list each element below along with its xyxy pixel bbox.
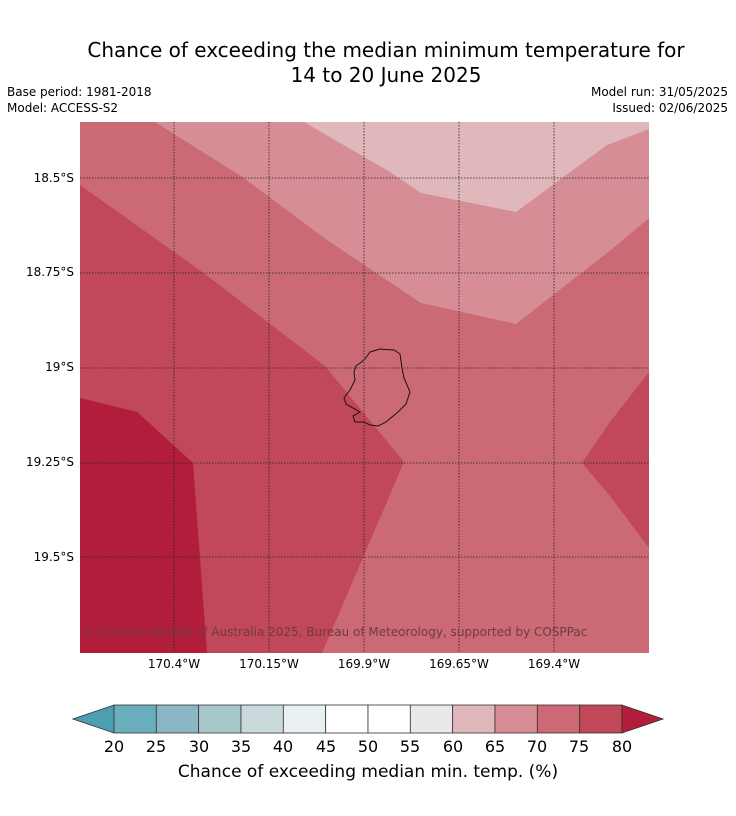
zone-75-80-east [582, 372, 649, 548]
lon-label: 169.9°W [337, 657, 391, 671]
lon-label: 169.65°W [429, 657, 489, 671]
colorbar-segment [367, 704, 411, 734]
colorbar-over-arrow [621, 704, 664, 734]
colorbar-segment [155, 704, 200, 734]
colorbar-segment [452, 704, 496, 734]
colorbar-tick-label: 30 [188, 737, 210, 756]
issued-date: Issued: 02/06/2025 [612, 101, 728, 115]
coastline [343, 348, 411, 427]
graticule [80, 122, 649, 653]
chart-title: Chance of exceeding the median minimum t… [0, 38, 736, 88]
metadata-left: Base period: 1981-2018 Model: ACCESS-S2 [7, 84, 152, 116]
colorbar-segment [325, 704, 369, 734]
lon-label: 170.15°W [239, 657, 299, 671]
colorbar-tick-label: 75 [568, 737, 590, 756]
model-name: Model: ACCESS-S2 [7, 101, 119, 115]
colorbar-segment [536, 704, 581, 734]
zone-80-plus-southwest [80, 398, 207, 653]
title-line-1: Chance of exceeding the median minimum t… [87, 38, 685, 62]
copyright-notice: © Commonwealth of Australia 2025, Bureau… [82, 625, 588, 639]
colorbar-under-arrow [72, 704, 115, 734]
lon-label: 170.4°W [147, 657, 201, 671]
lon-label: 169.4°W [527, 657, 581, 671]
lat-label: 19.5°S [33, 550, 74, 564]
colorbar-segment [579, 704, 623, 734]
lat-label: 18.75°S [26, 265, 74, 279]
colorbar-segment [409, 704, 454, 734]
colorbar [72, 704, 664, 734]
colorbar-tick-label: 55 [399, 737, 421, 756]
colorbar-tick-label: 25 [145, 737, 167, 756]
colorbar-tick-label: 80 [611, 737, 633, 756]
lat-label: 18.5°S [33, 171, 74, 185]
model-run: Model run: 31/05/2025 [590, 85, 728, 99]
colorbar-tick-label: 40 [272, 737, 294, 756]
colorbar-label: Chance of exceeding median min. temp. (%… [177, 762, 559, 782]
metadata-right: Model run: 31/05/2025 Issued: 02/06/2025 [591, 84, 728, 116]
colorbar-tick-label: 20 [103, 737, 125, 756]
colorbar-segment [282, 704, 327, 734]
colorbar-segment [113, 704, 157, 734]
colorbar-tick-label: 65 [484, 737, 506, 756]
forecast-map [80, 122, 649, 653]
zone-60-65-northeast [304, 122, 649, 212]
base-period: Base period: 1981-2018 [7, 85, 152, 99]
colorbar-segment [198, 704, 242, 734]
colorbar-segment [240, 704, 284, 734]
colorbar-tick-label: 60 [442, 737, 464, 756]
colorbar-segment [494, 704, 538, 734]
colorbar-tick-label: 45 [315, 737, 337, 756]
colorbar-tick-label: 50 [357, 737, 379, 756]
colorbar-tick-label: 35 [230, 737, 252, 756]
colorbar-tick-label: 70 [526, 737, 548, 756]
title-line-2: 14 to 20 June 2025 [290, 63, 482, 87]
lat-label: 19°S [45, 360, 74, 374]
lat-label: 19.25°S [26, 455, 74, 469]
